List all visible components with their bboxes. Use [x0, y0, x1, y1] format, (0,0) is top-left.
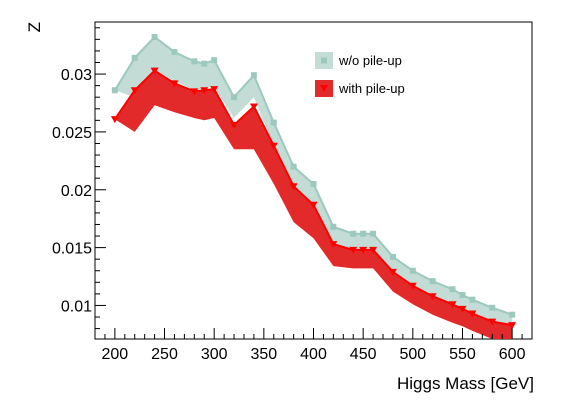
marker-with-pile-up — [508, 322, 517, 330]
marker-with-pile-up — [110, 116, 119, 124]
marker-with-pile-up — [349, 246, 358, 254]
marker-wo-pile-up — [330, 223, 337, 230]
marker-with-pile-up — [488, 318, 497, 326]
x-tick-label: 350 — [250, 346, 277, 363]
x-tick-label: 300 — [201, 346, 228, 363]
marker-wo-pile-up — [310, 180, 317, 187]
marker-with-pile-up — [458, 305, 467, 313]
marker-with-pile-up — [150, 67, 159, 75]
marker-with-pile-up — [200, 87, 209, 95]
marker-with-pile-up — [190, 88, 199, 96]
legend-label-wo-pile-up: w/o pile-up — [338, 53, 402, 68]
marker-wo-pile-up — [151, 34, 158, 41]
marker-wo-pile-up — [469, 296, 476, 303]
x-tick-label: 400 — [300, 346, 327, 363]
marker-with-pile-up — [170, 80, 179, 88]
marker-wo-pile-up — [231, 94, 238, 101]
series-markers — [110, 34, 517, 330]
legend: w/o pile-up with pile-up — [315, 52, 405, 97]
marker-wo-pile-up — [211, 57, 218, 64]
marker-with-pile-up — [468, 310, 477, 318]
legend-marker-wo-pile-up — [321, 57, 327, 64]
marker-with-pile-up — [210, 86, 219, 94]
y-tick-label: 0.025 — [52, 125, 92, 142]
marker-wo-pile-up — [459, 292, 466, 299]
x-axis-label: Higgs Mass [GeV] — [397, 374, 534, 393]
marker-wo-pile-up — [131, 54, 138, 61]
y-tick-label: 0.01 — [61, 298, 92, 315]
marker-with-pile-up — [309, 201, 318, 209]
marker-wo-pile-up — [250, 72, 257, 79]
marker-wo-pile-up — [111, 87, 118, 94]
y-tick-label: 0.02 — [61, 183, 92, 200]
marker-wo-pile-up — [409, 267, 416, 274]
x-tick-label: 450 — [350, 346, 377, 363]
y-axis-label: Z — [25, 22, 44, 32]
legend-marker-with-pile-up — [320, 85, 328, 92]
marker-with-pile-up — [329, 241, 338, 249]
marker-wo-pile-up — [429, 278, 436, 285]
x-tick-label: 250 — [151, 346, 178, 363]
axes: 200 250 300 350 400 450 500 550 600 0.01 0.015 0.02… — [52, 27, 533, 363]
marker-wo-pile-up — [350, 230, 357, 237]
y-tick-label: 0.015 — [52, 241, 92, 258]
marker-with-pile-up — [359, 246, 368, 254]
marker-with-pile-up — [269, 142, 278, 150]
marker-wo-pile-up — [509, 311, 516, 318]
marker-wo-pile-up — [389, 253, 396, 260]
x-tick-label: 600 — [499, 346, 526, 363]
marker-with-pile-up — [130, 87, 139, 95]
marker-with-pile-up — [230, 121, 239, 129]
marker-wo-pile-up — [171, 49, 178, 56]
marker-with-pile-up — [289, 183, 298, 191]
marker-wo-pile-up — [191, 58, 198, 65]
x-tick-label: 550 — [449, 346, 476, 363]
marker-wo-pile-up — [489, 304, 496, 311]
marker-with-pile-up — [249, 103, 258, 111]
x-tick-label: 200 — [102, 346, 129, 363]
x-tick-label: 500 — [399, 346, 426, 363]
marker-wo-pile-up — [290, 163, 297, 170]
marker-wo-pile-up — [360, 230, 367, 237]
marker-with-pile-up — [408, 282, 417, 290]
marker-with-pile-up — [388, 268, 397, 276]
band-wo-pile-up — [114, 37, 513, 324]
marker-with-pile-up — [428, 293, 437, 301]
y-tick-label: 0.03 — [61, 67, 92, 84]
marker-wo-pile-up — [449, 286, 456, 293]
marker-with-pile-up — [448, 301, 457, 309]
marker-wo-pile-up — [370, 230, 377, 237]
marker-wo-pile-up — [270, 119, 277, 126]
marker-wo-pile-up — [201, 60, 208, 67]
marker-with-pile-up — [369, 246, 378, 254]
legend-label-with-pile-up: with pile-up — [338, 81, 405, 96]
